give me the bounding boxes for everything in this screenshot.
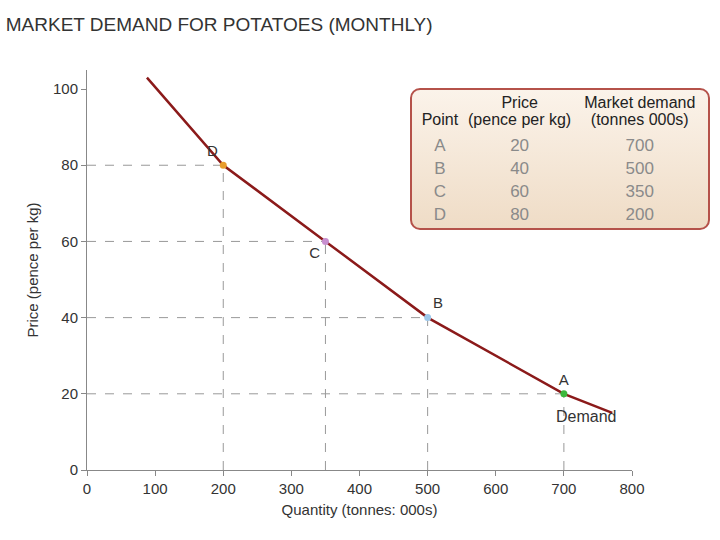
html-text:80: 80	[510, 205, 530, 224]
html-text:500: 500	[625, 159, 654, 178]
html-text:700: 700	[625, 136, 654, 155]
svg-text:200: 200	[211, 480, 236, 497]
html-text:(tonnes 000s): (tonnes 000s)	[590, 111, 689, 128]
svg-text:100: 100	[53, 80, 78, 97]
html-text:200: 200	[625, 205, 654, 224]
svg-text:60: 60	[61, 233, 78, 250]
svg-text:20: 20	[61, 385, 78, 402]
html-text:Market demand: Market demand	[584, 94, 696, 111]
svg-text:Demand: Demand	[556, 408, 616, 425]
svg-text:A: A	[559, 371, 569, 388]
svg-text:B: B	[433, 294, 443, 311]
svg-text:600: 600	[483, 480, 508, 497]
svg-text:100: 100	[143, 480, 168, 497]
html-text:350: 350	[625, 182, 654, 201]
svg-text:Price (pence per kg): Price (pence per kg)	[24, 202, 41, 337]
html-text:C: C	[433, 182, 446, 201]
svg-text:C: C	[309, 244, 320, 261]
svg-text:40: 40	[61, 309, 78, 326]
svg-text:D: D	[207, 142, 218, 159]
html-text:40: 40	[510, 159, 530, 178]
svg-text:800: 800	[619, 480, 644, 497]
html-text:Point: Point	[421, 111, 459, 128]
html-text:A: A	[434, 136, 446, 155]
svg-text:300: 300	[279, 480, 304, 497]
svg-text:Quantity (tonnes: 000s): Quantity (tonnes: 000s)	[282, 501, 438, 518]
svg-text:MARKET DEMAND FOR POTATOES (MO: MARKET DEMAND FOR POTATOES (MONTHLY)	[6, 14, 433, 35]
svg-text:0: 0	[70, 461, 78, 478]
svg-text:400: 400	[347, 480, 372, 497]
html-text:D: D	[433, 205, 446, 224]
html-text:Price: Price	[501, 94, 538, 111]
svg-text:700: 700	[551, 480, 576, 497]
html-text:60: 60	[510, 182, 530, 201]
html-text:20: 20	[510, 136, 530, 155]
html-text:(pence per kg): (pence per kg)	[468, 111, 572, 128]
svg-text:80: 80	[61, 156, 78, 173]
svg-text:500: 500	[415, 480, 440, 497]
svg-text:0: 0	[83, 480, 91, 497]
html-text:B: B	[434, 159, 446, 178]
